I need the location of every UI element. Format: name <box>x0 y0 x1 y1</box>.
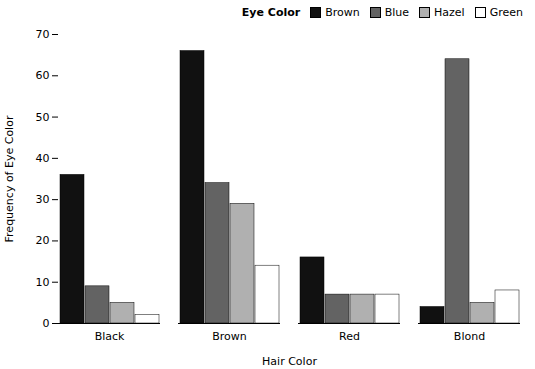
svg-text:Brown: Brown <box>212 330 247 343</box>
html-text:Brown: Brown <box>325 5 360 19</box>
svg-text:0: 0 <box>43 317 50 330</box>
html-text:Blue: Blue <box>384 5 410 19</box>
svg-text:Black: Black <box>95 330 125 343</box>
html-text:Hazel: Hazel <box>434 5 465 19</box>
html-text:Eye Color: Eye Color <box>241 5 301 19</box>
svg-text:60: 60 <box>36 69 50 82</box>
svg-text:10: 10 <box>36 276 50 289</box>
svg-text:Blond: Blond <box>454 330 485 343</box>
svg-text:50: 50 <box>36 111 50 124</box>
svg-text:30: 30 <box>36 193 50 206</box>
html-text:Green: Green <box>489 5 523 19</box>
svg-text:Hair Color: Hair Color <box>262 355 317 368</box>
svg-text:20: 20 <box>36 234 50 247</box>
svg-text:Frequency of Eye Color: Frequency of Eye Color <box>3 115 16 242</box>
svg-text:40: 40 <box>36 152 50 165</box>
svg-text:Red: Red <box>339 330 360 343</box>
svg-text:70: 70 <box>36 28 50 41</box>
